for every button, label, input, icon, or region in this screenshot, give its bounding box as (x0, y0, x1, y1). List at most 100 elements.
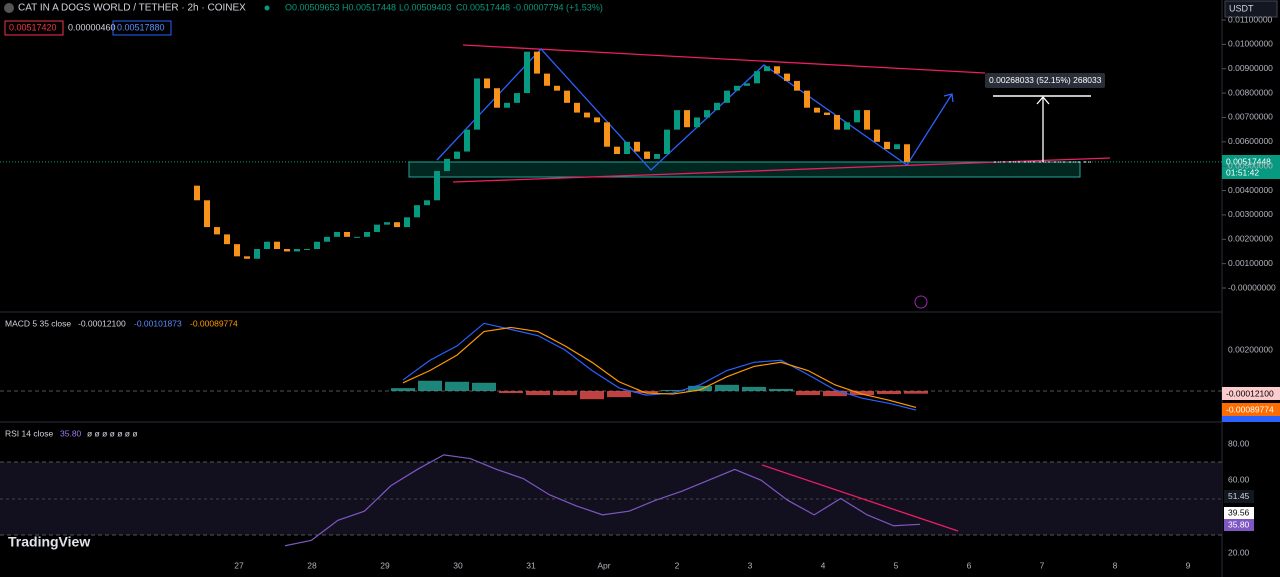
y-tick-label: 0.00800000 (1228, 87, 1273, 97)
y-tick-label: 0.00200000 (1228, 234, 1273, 244)
candle (474, 78, 480, 130)
symbol: CAT IN A DOGS WORLD / TETHER · 2h · COIN… (18, 3, 246, 14)
x-tick-label: 28 (307, 560, 317, 570)
candle (414, 205, 420, 218)
candle (744, 83, 750, 86)
candle (824, 112, 830, 116)
badge-sell: 0.00517420 (9, 22, 57, 32)
macd-histogram (580, 391, 604, 400)
candle (764, 66, 770, 72)
macd-histogram (634, 391, 658, 394)
candle (514, 93, 520, 103)
x-tick-label: 8 (1113, 560, 1118, 570)
candle (604, 122, 610, 147)
signal-tag-text: -0.00089774 (1226, 404, 1274, 414)
candle (734, 85, 740, 91)
ohlc-close: C0.00517448 (456, 2, 510, 12)
macd-histogram (445, 381, 469, 391)
y-tick-label: 0.00700000 (1228, 112, 1273, 122)
last-price-tag (1222, 155, 1280, 179)
x-tick-label: 7 (1040, 560, 1045, 570)
candle (384, 222, 390, 225)
arrow-head (1036, 96, 1050, 105)
candle (684, 110, 690, 128)
x-tick-label: 30 (453, 560, 463, 570)
candle (634, 141, 640, 152)
candle (334, 231, 340, 237)
macd-histogram (472, 382, 496, 391)
currency-button[interactable] (1224, 0, 1278, 18)
candle (544, 73, 550, 86)
macd-histogram (661, 389, 685, 391)
y-tick-label: 0.01000000 (1228, 39, 1273, 49)
rsi-band (0, 462, 1222, 535)
x-tick-label: 27 (234, 560, 244, 570)
macd-tag-text: -0.00012100 (1226, 388, 1274, 398)
macd-histogram (391, 388, 415, 391)
last-price: 0.00517448 (1226, 156, 1271, 166)
candle (504, 102, 510, 108)
rsi-tag-text: 51.45 (1228, 491, 1250, 501)
signal-tag (1222, 403, 1280, 416)
signal-line (402, 326, 917, 408)
macd-histogram (526, 391, 550, 396)
brand: TradingView (8, 534, 90, 550)
rsi-tag-text: 35.80 (1228, 519, 1250, 529)
y-tick-label: 0.00500000 (1228, 160, 1273, 170)
y-tick-label: 0.00300000 (1228, 209, 1273, 219)
macd-histogram (769, 388, 793, 391)
x-tick-label: 31 (526, 560, 536, 570)
badge[interactable] (4, 20, 64, 36)
measure-label: 0.00268033 (52.15%) 268033 (989, 75, 1102, 85)
candle (594, 117, 600, 123)
rsi-value: 35.80 (60, 428, 82, 438)
candle (794, 80, 800, 91)
y-tick-label: 0.00200000 (1228, 344, 1273, 354)
y-tick-label: 60.00 (1228, 475, 1250, 485)
rsi-line (284, 454, 921, 547)
candle (584, 112, 590, 118)
macd-histogram (418, 380, 442, 391)
rsi-tag (1224, 490, 1254, 503)
macd-histogram (499, 391, 523, 394)
candle (284, 249, 290, 252)
macd-histogram (877, 391, 901, 395)
candle (704, 110, 710, 118)
ohlc-open: O0.00509653 (285, 2, 340, 12)
y-tick-label: 0.00100000 (1228, 258, 1273, 268)
y-tick-label: 0.01100000 (1228, 14, 1273, 24)
rsi-extra: ø ø ø ø ø ø ø (87, 428, 138, 438)
macd-histogram (742, 386, 766, 391)
candle (444, 158, 450, 172)
candle (324, 236, 330, 242)
candle (814, 107, 820, 113)
event-icon[interactable] (914, 295, 928, 309)
y-tick-label: 80.00 (1228, 438, 1250, 448)
candle (464, 129, 470, 152)
x-tick-label: 6 (967, 560, 972, 570)
badge-spread: 0.00000460 (68, 22, 116, 32)
rsi-trend-line (761, 464, 959, 532)
badge[interactable] (112, 20, 172, 36)
candle (864, 110, 870, 130)
candle (554, 85, 560, 91)
candle (844, 122, 850, 130)
rsi-tag (1224, 519, 1254, 531)
candle (354, 236, 360, 238)
candle (664, 129, 670, 154)
y-tick-label: -0.00000000 (1228, 282, 1276, 292)
status-dot (264, 5, 270, 11)
x-tick-label: 9 (1186, 560, 1191, 570)
candle (304, 249, 310, 251)
candle (234, 244, 240, 257)
candle (854, 110, 860, 123)
candle (754, 71, 760, 84)
candle (834, 115, 840, 130)
x-tick-label: Apr (597, 560, 610, 570)
macd-hist-value: -0.00012100 (78, 318, 126, 328)
candle (214, 227, 220, 235)
candle (694, 117, 700, 128)
candle (264, 241, 270, 250)
ohlc-low: L0.00509403 (399, 2, 452, 12)
